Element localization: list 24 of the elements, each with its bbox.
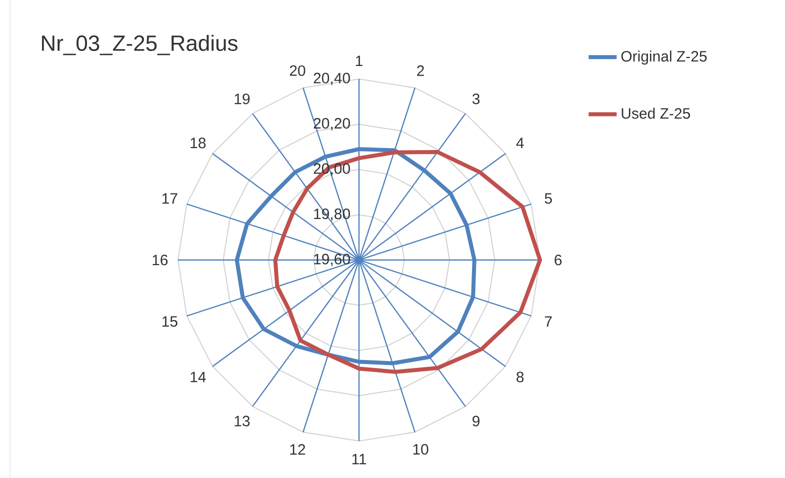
spoke-label: 7 — [544, 316, 552, 327]
legend-label: Used Z-25 — [622, 108, 690, 119]
chart-title: Nr_03_Z-25_Radius — [42, 34, 238, 56]
spoke-label: 10 — [413, 444, 428, 455]
spoke-label: 6 — [554, 254, 562, 266]
spoke-label: 8 — [516, 372, 524, 382]
spoke-label: 16 — [152, 254, 168, 266]
spoke-label: 20 — [290, 65, 306, 76]
legend-label: Original Z-25 — [621, 50, 707, 65]
spoke-label: 18 — [190, 138, 206, 148]
spoke-label: 17 — [162, 193, 178, 204]
spoke-label: 13 — [234, 416, 250, 426]
spoke-label: 9 — [472, 416, 480, 426]
spoke-label: 5 — [544, 193, 552, 204]
spoke-label: 14 — [190, 372, 206, 382]
y-tick-label: 20,40 — [314, 72, 350, 86]
spoke-label: 1 — [356, 56, 362, 66]
spoke-label: 12 — [290, 444, 306, 455]
spoke-label: 19 — [234, 94, 250, 104]
spoke-label: 15 — [162, 316, 178, 327]
spoke-label: 11 — [352, 454, 366, 464]
spoke-label: 4 — [516, 138, 524, 148]
spoke-label: 2 — [417, 65, 424, 76]
spoke-label: 3 — [472, 94, 480, 104]
